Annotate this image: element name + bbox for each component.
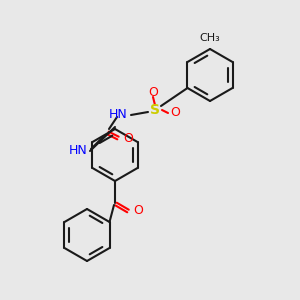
Text: HN: HN (108, 109, 127, 122)
Text: O: O (170, 106, 180, 119)
Text: S: S (150, 103, 160, 117)
Text: CH₃: CH₃ (200, 33, 220, 43)
Text: O: O (148, 85, 158, 98)
Text: O: O (133, 205, 143, 218)
Text: HN: HN (68, 145, 87, 158)
Text: O: O (123, 131, 133, 145)
